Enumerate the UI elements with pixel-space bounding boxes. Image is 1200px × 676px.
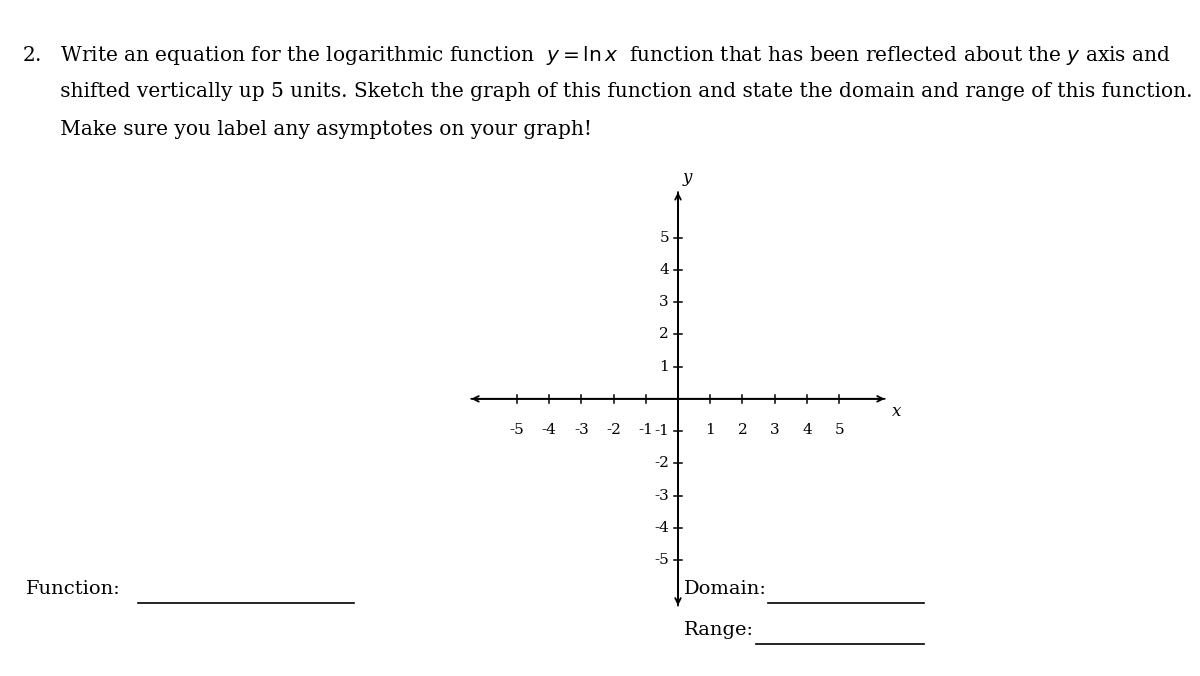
Text: -5: -5	[654, 553, 668, 567]
Text: 3: 3	[770, 423, 780, 437]
Text: 1: 1	[706, 423, 715, 437]
Text: 2: 2	[659, 327, 668, 341]
Text: -1: -1	[638, 423, 653, 437]
Text: -2: -2	[606, 423, 620, 437]
Text: -1: -1	[654, 424, 668, 438]
Text: Domain:: Domain:	[684, 580, 767, 598]
Text: -4: -4	[541, 423, 557, 437]
Text: -3: -3	[654, 489, 668, 502]
Text: Range:: Range:	[684, 621, 754, 639]
Text: 2: 2	[738, 423, 748, 437]
Text: 1: 1	[659, 360, 668, 374]
Text: -3: -3	[574, 423, 589, 437]
Text: 2.   Write an equation for the logarithmic function  $y = \ln x$  function that : 2. Write an equation for the logarithmic…	[22, 44, 1170, 67]
Text: Make sure you label any asymptotes on your graph!: Make sure you label any asymptotes on yo…	[22, 120, 592, 139]
Text: 5: 5	[834, 423, 844, 437]
Text: Function:: Function:	[26, 580, 121, 598]
Text: x: x	[893, 404, 901, 420]
Text: shifted vertically up 5 units. Sketch the graph of this function and state the d: shifted vertically up 5 units. Sketch th…	[22, 82, 1192, 101]
Text: -2: -2	[654, 456, 668, 470]
Text: 4: 4	[802, 423, 812, 437]
Text: y: y	[683, 169, 692, 186]
Text: 5: 5	[659, 231, 668, 245]
Text: -5: -5	[510, 423, 524, 437]
Text: 3: 3	[659, 295, 668, 309]
Text: -4: -4	[654, 521, 668, 535]
Text: 4: 4	[659, 263, 668, 277]
